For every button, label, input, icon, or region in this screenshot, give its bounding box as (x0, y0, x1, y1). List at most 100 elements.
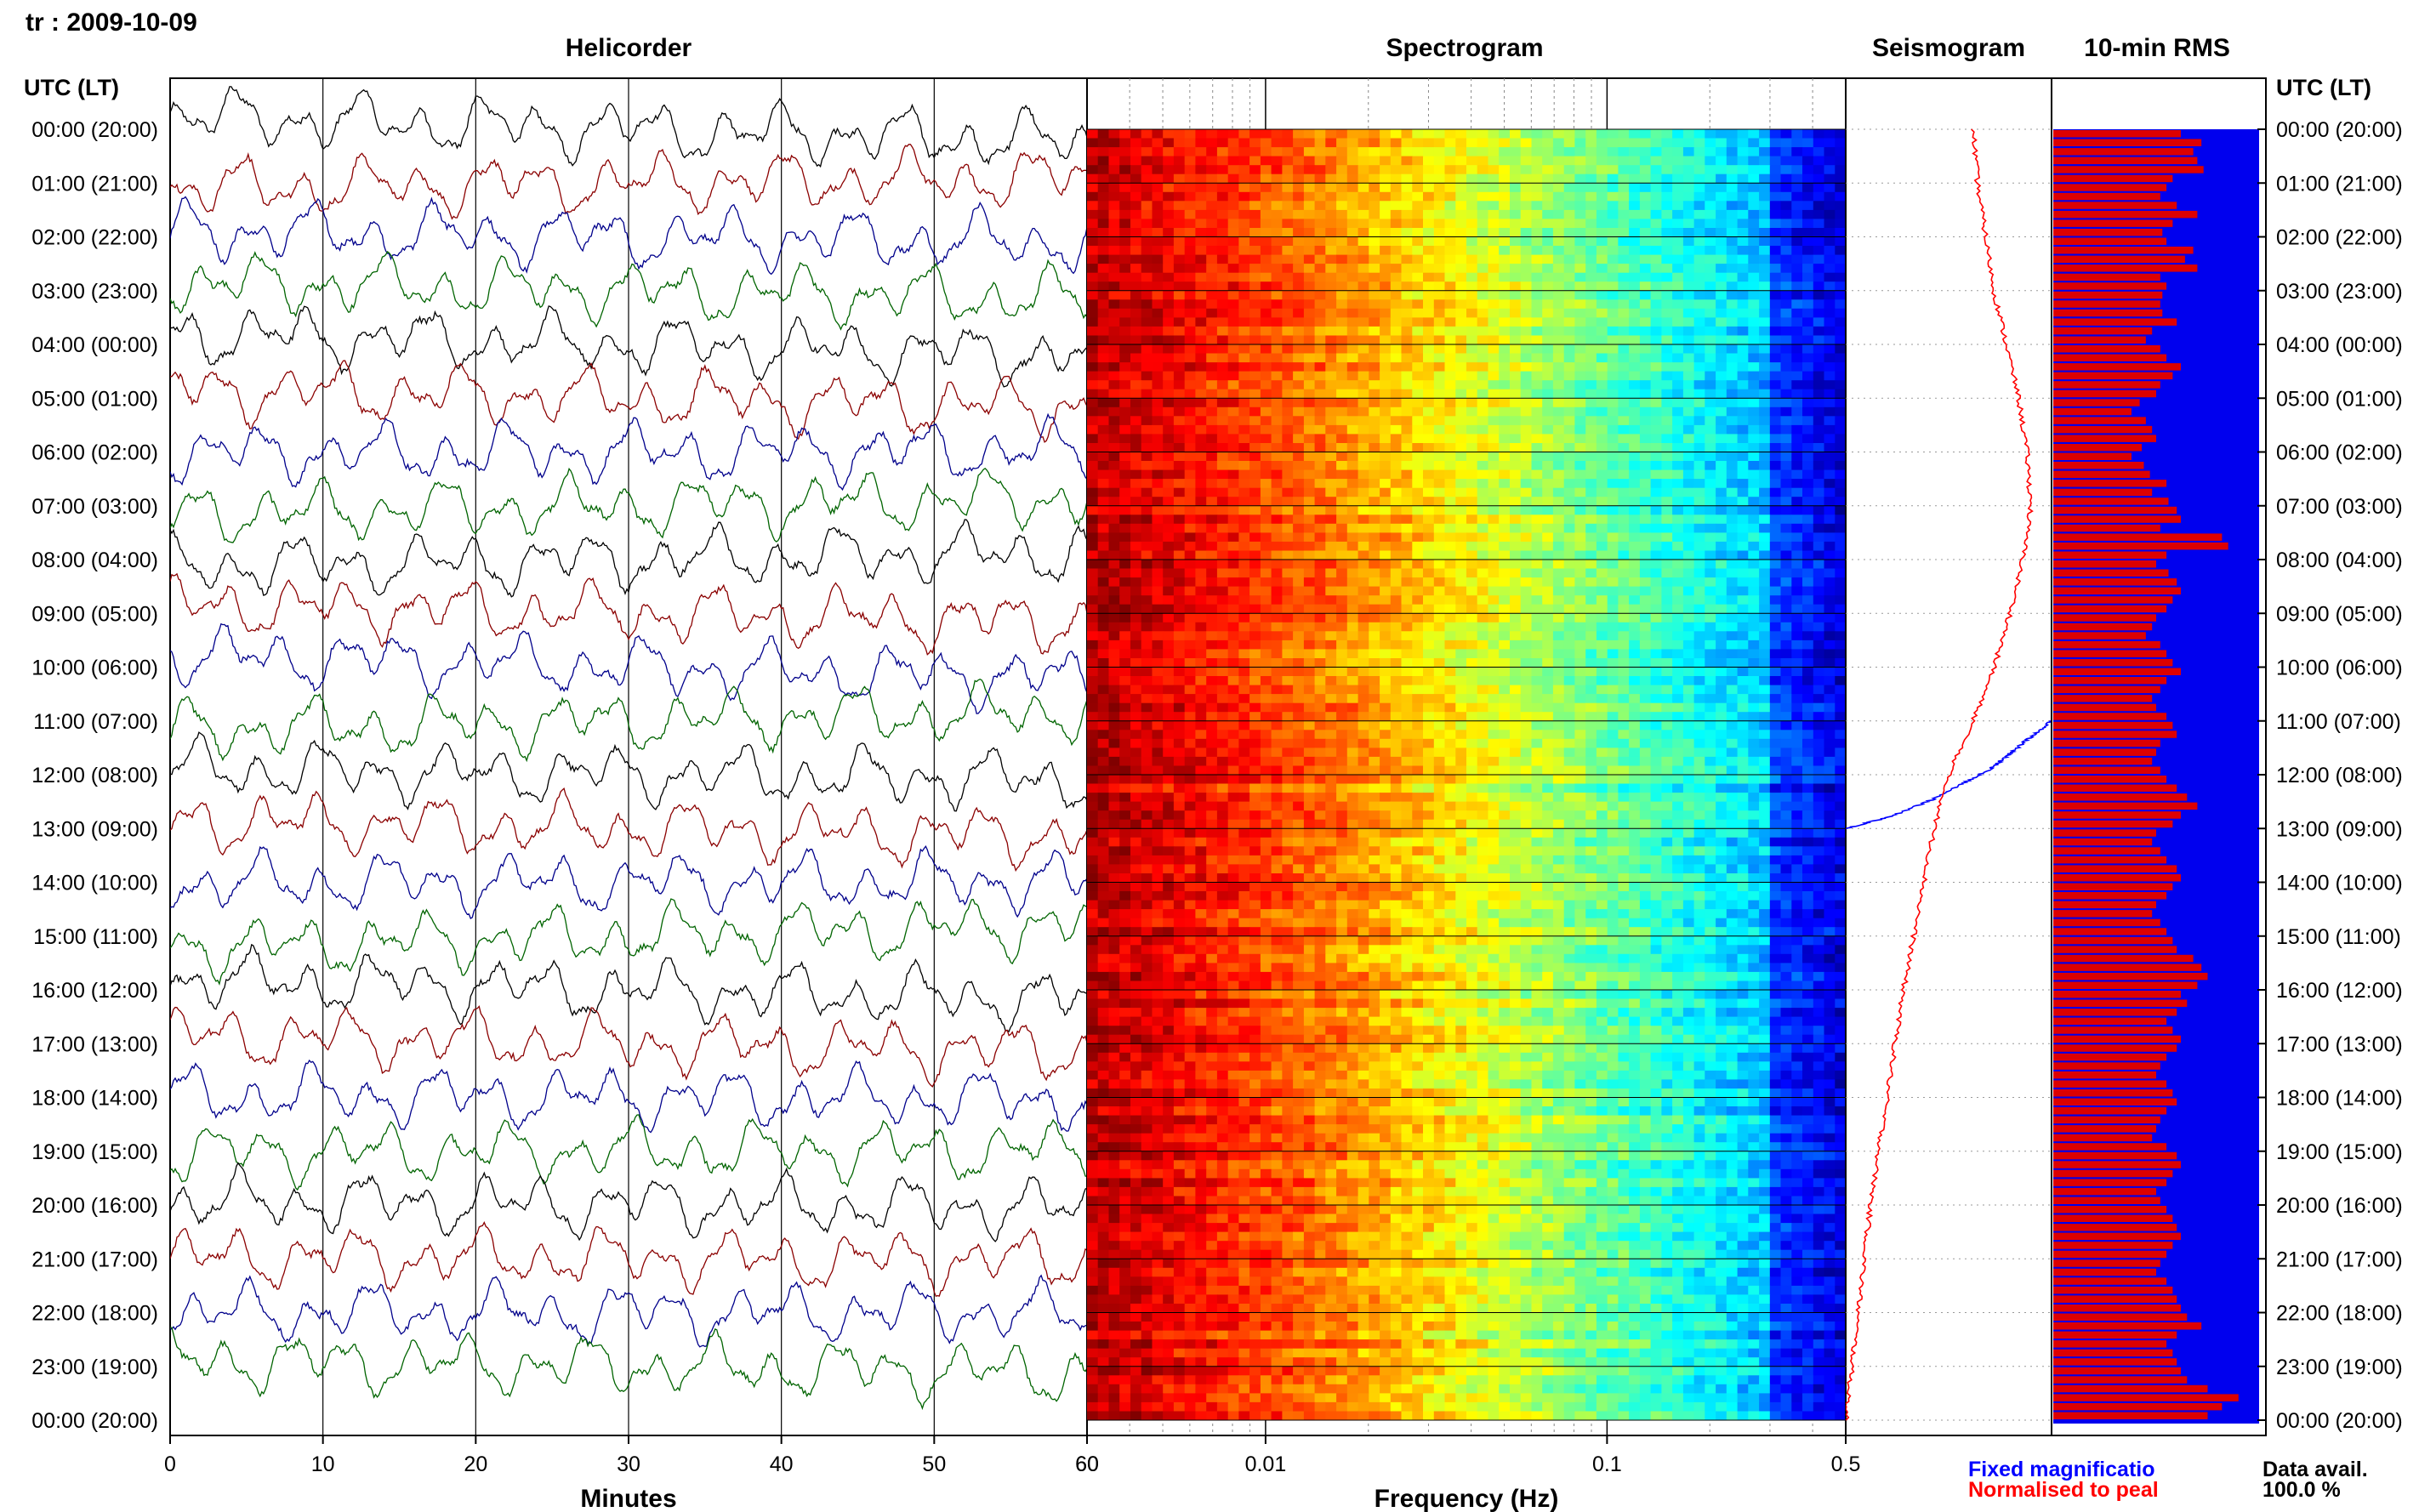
spectrogram-cell (1661, 308, 1673, 318)
spectrogram-cell (1661, 568, 1673, 578)
spectrogram-cell (1336, 209, 1348, 219)
spectrogram-cell (1380, 523, 1392, 533)
spectrogram-cell (1552, 452, 1565, 462)
spectrogram-cell (1249, 649, 1261, 659)
spectrogram-cell (1227, 219, 1239, 229)
spectrogram-cell (1737, 514, 1749, 525)
spectrogram-cell (1629, 604, 1641, 614)
spectrogram-cell (1108, 290, 1120, 300)
spectrogram-cell (1195, 631, 1207, 641)
spectrogram-cell (1596, 228, 1608, 237)
spectrogram-cell (1444, 281, 1456, 292)
spectrogram-cell (1152, 577, 1164, 588)
spectrogram-cell (1227, 747, 1239, 758)
spectrogram-cell (1455, 532, 1467, 543)
spectrogram-cell (1824, 344, 1836, 354)
spectrogram-cell (1499, 380, 1511, 390)
spectrogram-cell (1293, 246, 1305, 255)
spectrogram-cell (1716, 694, 1727, 704)
spectrogram-cell (1618, 738, 1630, 748)
spectrogram-cell (1357, 389, 1369, 399)
spectrogram-cell (1412, 424, 1424, 435)
spectrogram-cell (1682, 209, 1695, 219)
spectrogram-cell (1184, 604, 1196, 614)
spectrogram-cell (1552, 406, 1565, 417)
spectrogram-cell (1163, 299, 1175, 310)
spectrogram-cell (1769, 344, 1782, 354)
spectrogram-cell (1607, 353, 1619, 363)
spectrogram-cell (1835, 281, 1847, 292)
spectrogram-cell (1488, 595, 1500, 605)
spectrogram-cell (1499, 353, 1511, 363)
spectrogram-cell (1369, 317, 1380, 327)
spectrogram-cell (1618, 434, 1630, 444)
spectrogram-cell (1346, 685, 1359, 695)
spectrogram-cell (1423, 514, 1435, 525)
spectrogram-cell (1216, 487, 1229, 497)
spectrogram-cell (1325, 201, 1337, 211)
spectrogram-cell (1227, 191, 1239, 202)
spectrogram-cell (1629, 209, 1641, 219)
spectrogram-cell (1130, 514, 1142, 525)
spectrogram-cell (1141, 577, 1153, 588)
spectrogram-cell (1173, 622, 1186, 632)
spectrogram-cell (1716, 371, 1727, 381)
spectrogram-cell (1357, 201, 1369, 211)
spectrogram-cell (1672, 219, 1684, 229)
spectrogram-cell (1835, 738, 1847, 748)
spectrogram-cell (1824, 264, 1836, 274)
spectrogram-cell (1293, 236, 1305, 247)
spectrogram-cell (1249, 228, 1261, 237)
spectrogram-cell (1369, 639, 1380, 650)
spectrogram-cell (1163, 712, 1175, 722)
spectrogram-cell (1271, 676, 1283, 685)
spectrogram-cell (1380, 201, 1392, 211)
spectrogram-cell (1596, 246, 1608, 255)
spectrogram-cell (1531, 702, 1543, 713)
spectrogram-cell (1401, 523, 1413, 533)
spectrogram-cell (1195, 209, 1207, 219)
spectrogram-cell (1357, 595, 1369, 605)
spectrogram-cell (1206, 487, 1218, 497)
spectrogram-cell (1748, 398, 1760, 408)
spectrogram-cell (1390, 568, 1403, 578)
spectrogram-cell (1130, 639, 1142, 650)
spectrogram-cell (1293, 730, 1305, 740)
spectrogram-cell (1780, 165, 1792, 175)
spectrogram-cell (1759, 228, 1771, 237)
spectrogram-cell (1748, 424, 1760, 435)
spectrogram-cell (1152, 317, 1164, 327)
spectrogram-cell (1520, 380, 1532, 390)
spectrogram-cell (1249, 353, 1261, 363)
spectrogram-cell (1835, 344, 1847, 354)
spectrogram-cell (1596, 264, 1608, 274)
spectrogram-cell (1130, 577, 1142, 588)
spectrogram-cell (1552, 702, 1565, 713)
spectrogram-cell (1737, 658, 1749, 668)
spectrogram-cell (1357, 730, 1369, 740)
spectrogram-cell (1716, 505, 1727, 515)
spectrogram-cell (1574, 702, 1586, 713)
helicorder-trace (170, 1162, 1087, 1242)
spectrogram-cell (1097, 702, 1109, 713)
spectrogram-cell (1802, 568, 1814, 578)
spectrogram-cell (1477, 720, 1488, 730)
spectrogram-cell (1260, 191, 1272, 202)
spectrogram-cell (1130, 658, 1142, 668)
spectrogram-cell (1206, 523, 1218, 533)
spectrogram-cell (1759, 299, 1771, 310)
spectrogram-cell (1206, 272, 1218, 282)
spectrogram-cell (1227, 165, 1239, 175)
spectrogram-cell (1271, 147, 1283, 157)
spectrogram-cell (1380, 254, 1392, 264)
spectrogram-cell (1271, 416, 1283, 426)
spectrogram-cell (1227, 685, 1239, 695)
spectrogram-cell (1769, 497, 1782, 507)
spectrogram-cell (1499, 147, 1511, 157)
spectrogram-cell (1119, 461, 1131, 470)
spectrogram-cell (1672, 631, 1684, 641)
spectrogram-cell (1813, 649, 1825, 659)
spectrogram-cell (1574, 479, 1586, 489)
spectrogram-cell (1238, 264, 1250, 274)
spectrogram-cell (1716, 667, 1727, 677)
